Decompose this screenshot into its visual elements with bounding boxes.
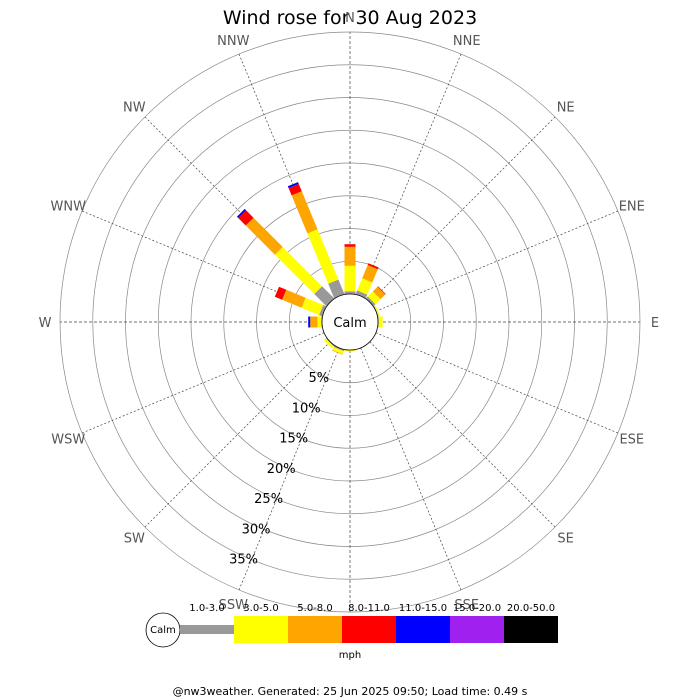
- grid-ring: [223, 195, 477, 449]
- ring-label: 25%: [254, 492, 283, 507]
- ring-label: 35%: [229, 553, 258, 568]
- bar-ssw-3-0-5-0: [332, 347, 344, 355]
- bar-n-8-0-11-0: [344, 244, 356, 247]
- legend-label-3-0-5-0: 3.0-5.0: [243, 603, 278, 614]
- legend-swatch-5-0-8-0: [288, 616, 342, 643]
- bar-ne-5-0-8-0: [372, 286, 386, 300]
- legend-label-5-0-8-0: 5.0-8.0: [297, 603, 332, 614]
- calm-label: Calm: [333, 316, 366, 331]
- footer-text: @nw3weather. Generated: 25 Jun 2025 09:5…: [173, 685, 528, 698]
- bar-ene-3-0-5-0: [374, 305, 380, 317]
- legend-swatch-8-0-11-0: [342, 616, 396, 643]
- direction-label-n: N: [345, 11, 355, 26]
- grid-ring: [157, 129, 543, 515]
- direction-label-nw: NW: [123, 100, 146, 115]
- bar-nne-5-0-8-0: [362, 265, 378, 283]
- legend-label-1-0-3-0: 1.0-3.0: [189, 603, 224, 614]
- bar-nw-8-0-11-0: [238, 210, 254, 226]
- bar-wnw-3-0-5-0: [301, 297, 324, 316]
- bar-w-3-0-5-0: [317, 316, 322, 328]
- bar-nnw-8-0-11-0: [288, 183, 302, 196]
- calm-circle: Calm: [321, 293, 379, 351]
- bar-nne-8-0-11-0: [367, 263, 379, 270]
- ring-label: 30%: [242, 522, 271, 537]
- direction-label-wnw: WNW: [50, 199, 86, 214]
- legend-swatch-15-0-20-0: [450, 616, 504, 643]
- bar-ne-8-0-11-0: [377, 286, 386, 295]
- grid-spoke-ene: [375, 210, 619, 312]
- direction-label-w: W: [39, 316, 52, 331]
- legend-label-11-0-15-0: 11.0-15.0: [399, 603, 447, 614]
- polar-grid: NNNENEENEEESESESSESSSWSWWSWWWNWNWNNW: [39, 11, 660, 636]
- direction-label-nne: NNE: [453, 34, 481, 49]
- bar-s-3-0-5-0: [344, 350, 356, 352]
- bar-ne-1-0-3-0: [365, 296, 376, 307]
- bar-sw-3-0-5-0: [324, 338, 334, 348]
- bar-nw-5-0-8-0: [245, 217, 283, 255]
- legend-swatch-1-0-3-0: [180, 625, 234, 634]
- direction-label-ese: ESE: [619, 433, 644, 448]
- direction-label-se: SE: [557, 532, 573, 547]
- bar-ssw-1-0-3-0: [333, 345, 345, 352]
- ring-label: 20%: [267, 462, 296, 477]
- legend-label-20-0-50-0: 20.0-50.0: [507, 603, 555, 614]
- bar-nne-1-0-3-0: [355, 290, 368, 299]
- direction-label-ne: NE: [557, 100, 575, 115]
- ring-labels: 5% 10% 15% 20% 25% 30% 35%: [229, 371, 329, 568]
- bar-nne-3-0-5-0: [357, 278, 373, 295]
- direction-label-e: E: [651, 316, 659, 331]
- bar-n-3-0-5-0: [344, 265, 356, 292]
- bar-ne-3-0-5-0: [367, 291, 381, 305]
- direction-label-sw: SW: [124, 532, 145, 547]
- bar-n-1-0-3-0: [344, 291, 356, 294]
- bar-nw-11-0-15-0: [236, 208, 247, 219]
- legend-calm-label: Calm: [150, 625, 176, 636]
- direction-label-sse: SSE: [454, 598, 479, 613]
- bar-nnw-1-0-3-0: [328, 279, 345, 299]
- ring-label: 15%: [279, 432, 308, 447]
- bar-wnw-5-0-8-0: [282, 289, 306, 308]
- bar-ssw-5-0-8-0: [332, 350, 343, 355]
- bar-w-5-0-8-0: [310, 316, 318, 328]
- legend-swatch-20-0-50-0: [504, 616, 558, 643]
- bar-wnw-8-0-11-0: [274, 286, 287, 300]
- direction-label-wsw: WSW: [51, 433, 85, 448]
- bar-nnw-3-0-5-0: [307, 229, 339, 284]
- direction-label-ene: ENE: [619, 199, 645, 214]
- chart-title: Wind rose for 30 Aug 2023: [223, 7, 477, 29]
- ring-label: 10%: [292, 401, 321, 416]
- bar-nw-3-0-5-0: [274, 246, 322, 294]
- legend-label-8-0-11-0: 8.0-11.0: [348, 603, 390, 614]
- legend-swatch-3-0-5-0: [234, 616, 288, 643]
- wind-bars: [236, 182, 386, 355]
- direction-label-ssw: SSW: [219, 598, 249, 613]
- bar-n-5-0-8-0: [344, 246, 356, 266]
- bar-e-3-0-5-0: [378, 316, 383, 328]
- ring-label: 5%: [308, 371, 329, 386]
- bar-w-11-0-15-0: [308, 316, 311, 328]
- speed-legend: Calm 1.0-3.0 3.0-5.0 5.0-8.0 8.0-11.0 11.0-15…: [145, 603, 558, 661]
- legend-unit: mph: [339, 650, 361, 661]
- bar-nnw-11-0-15-0: [287, 182, 299, 189]
- legend-label-15-0-20-0: 15.0-20.0: [453, 603, 501, 614]
- direction-label-nnw: NNW: [217, 34, 249, 49]
- bar-wnw-1-0-3-0: [319, 305, 327, 317]
- legend-swatch-11-0-15-0: [396, 616, 450, 643]
- bar-nw-1-0-3-0: [314, 286, 335, 307]
- bar-nnw-5-0-8-0: [291, 191, 318, 234]
- grid-ring: [92, 64, 608, 580]
